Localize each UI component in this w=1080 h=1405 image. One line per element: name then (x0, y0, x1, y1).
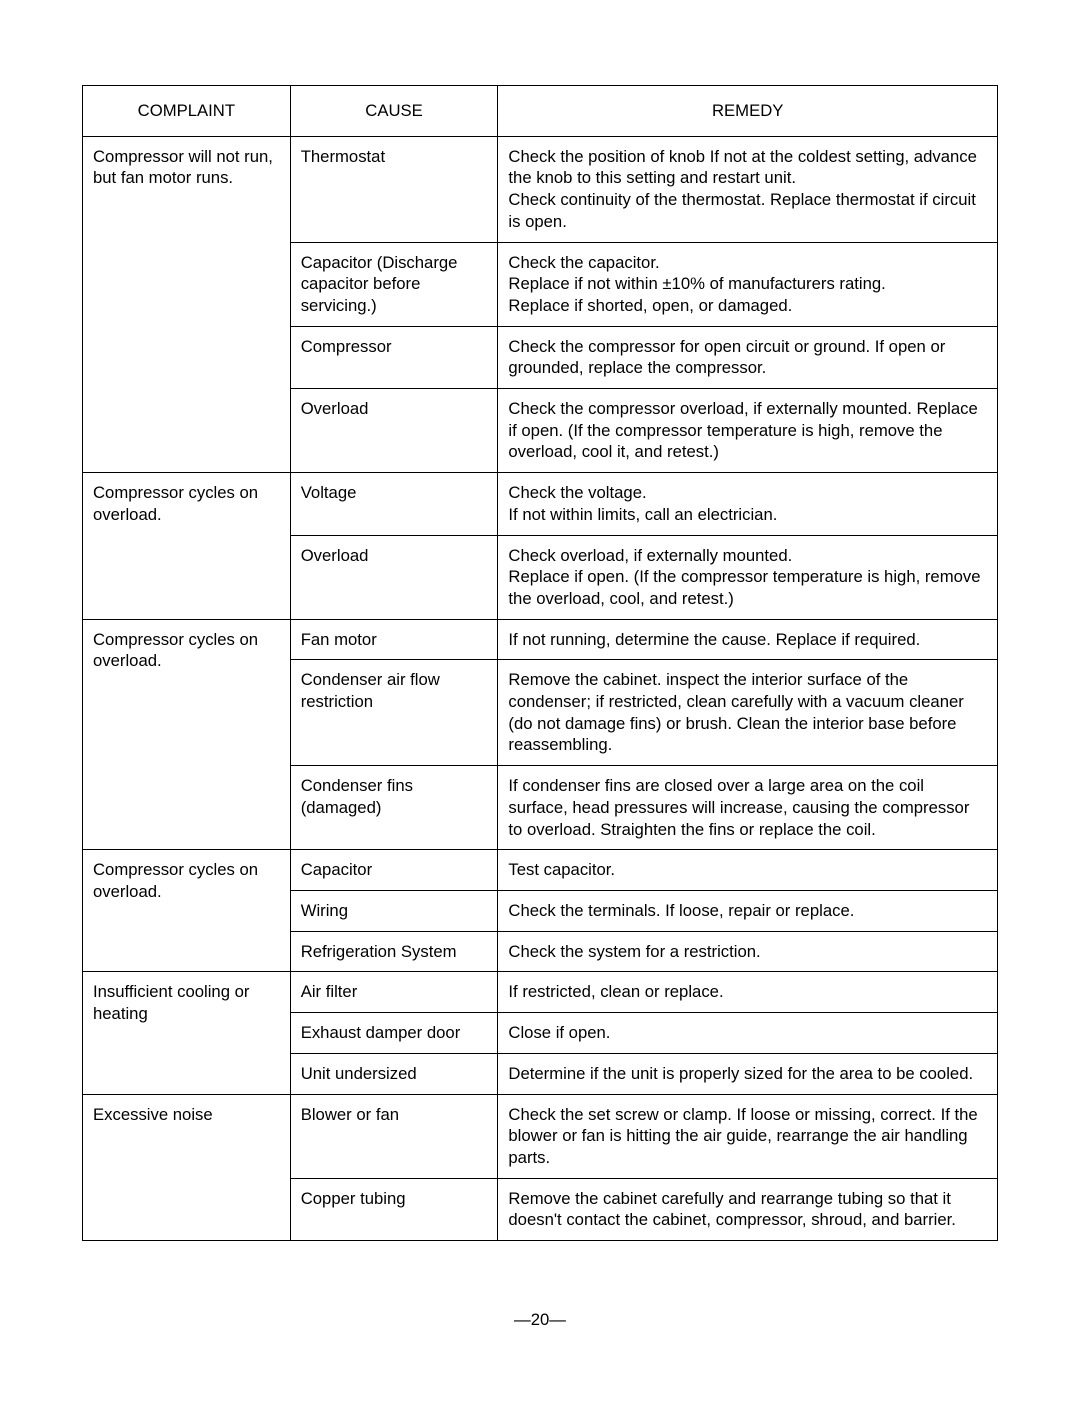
cause-cell: Voltage (290, 473, 498, 535)
complaint-cell: Compressor cycles on overload. (83, 619, 291, 850)
remedy-cell: Test capacitor. (498, 850, 998, 891)
remedy-cell: Check the compressor overload, if extern… (498, 389, 998, 473)
table-row: Compressor will not run, but fan motor r… (83, 136, 998, 242)
header-complaint: COMPLAINT (83, 86, 291, 137)
remedy-cell: Remove the cabinet carefully and rearran… (498, 1178, 998, 1240)
remedy-cell: Remove the cabinet. inspect the interior… (498, 660, 998, 766)
table-row: Excessive noiseBlower or fanCheck the se… (83, 1094, 998, 1178)
header-remedy: REMEDY (498, 86, 998, 137)
remedy-cell: Check the capacitor.Replace if not withi… (498, 242, 998, 326)
cause-cell: Refrigeration System (290, 931, 498, 972)
complaint-cell: Compressor cycles on overload. (83, 850, 291, 972)
cause-cell: Blower or fan (290, 1094, 498, 1178)
remedy-cell: If not running, determine the cause. Rep… (498, 619, 998, 660)
table-header-row: COMPLAINT CAUSE REMEDY (83, 86, 998, 137)
cause-cell: Condenser fins (damaged) (290, 766, 498, 850)
remedy-cell: Check the terminals. If loose, repair or… (498, 890, 998, 931)
remedy-cell: Check overload, if externally mounted.Re… (498, 535, 998, 619)
table-row: Compressor cycles on overload.CapacitorT… (83, 850, 998, 891)
table-row: Compressor cycles on overload.Fan motorI… (83, 619, 998, 660)
complaint-cell: Compressor cycles on overload. (83, 473, 291, 620)
cause-cell: Fan motor (290, 619, 498, 660)
remedy-cell: Check the compressor for open circuit or… (498, 326, 998, 388)
troubleshooting-table: COMPLAINT CAUSE REMEDY Compressor will n… (82, 85, 998, 1241)
table-row: Compressor cycles on overload.VoltageChe… (83, 473, 998, 535)
cause-cell: Copper tubing (290, 1178, 498, 1240)
remedy-cell: Determine if the unit is properly sized … (498, 1053, 998, 1094)
cause-cell: Condenser air flow restriction (290, 660, 498, 766)
page-number: —20— (0, 1310, 1080, 1330)
remedy-cell: Check the system for a restriction. (498, 931, 998, 972)
remedy-cell: Check the voltage.If not within limits, … (498, 473, 998, 535)
cause-cell: Capacitor (Discharge capacitor before se… (290, 242, 498, 326)
cause-cell: Compressor (290, 326, 498, 388)
remedy-cell: Check the set screw or clamp. If loose o… (498, 1094, 998, 1178)
complaint-cell: Excessive noise (83, 1094, 291, 1241)
cause-cell: Air filter (290, 972, 498, 1013)
remedy-cell: If restricted, clean or replace. (498, 972, 998, 1013)
cause-cell: Wiring (290, 890, 498, 931)
cause-cell: Thermostat (290, 136, 498, 242)
remedy-cell: Check the position of knob If not at the… (498, 136, 998, 242)
cause-cell: Overload (290, 535, 498, 619)
remedy-cell: Close if open. (498, 1013, 998, 1054)
complaint-cell: Compressor will not run, but fan motor r… (83, 136, 291, 472)
cause-cell: Capacitor (290, 850, 498, 891)
table-body: Compressor will not run, but fan motor r… (83, 136, 998, 1240)
cause-cell: Unit undersized (290, 1053, 498, 1094)
cause-cell: Exhaust damper door (290, 1013, 498, 1054)
complaint-cell: Insufficient cooling or heating (83, 972, 291, 1094)
table-row: Insufficient cooling or heatingAir filte… (83, 972, 998, 1013)
remedy-cell: If condenser fins are closed over a larg… (498, 766, 998, 850)
header-cause: CAUSE (290, 86, 498, 137)
cause-cell: Overload (290, 389, 498, 473)
